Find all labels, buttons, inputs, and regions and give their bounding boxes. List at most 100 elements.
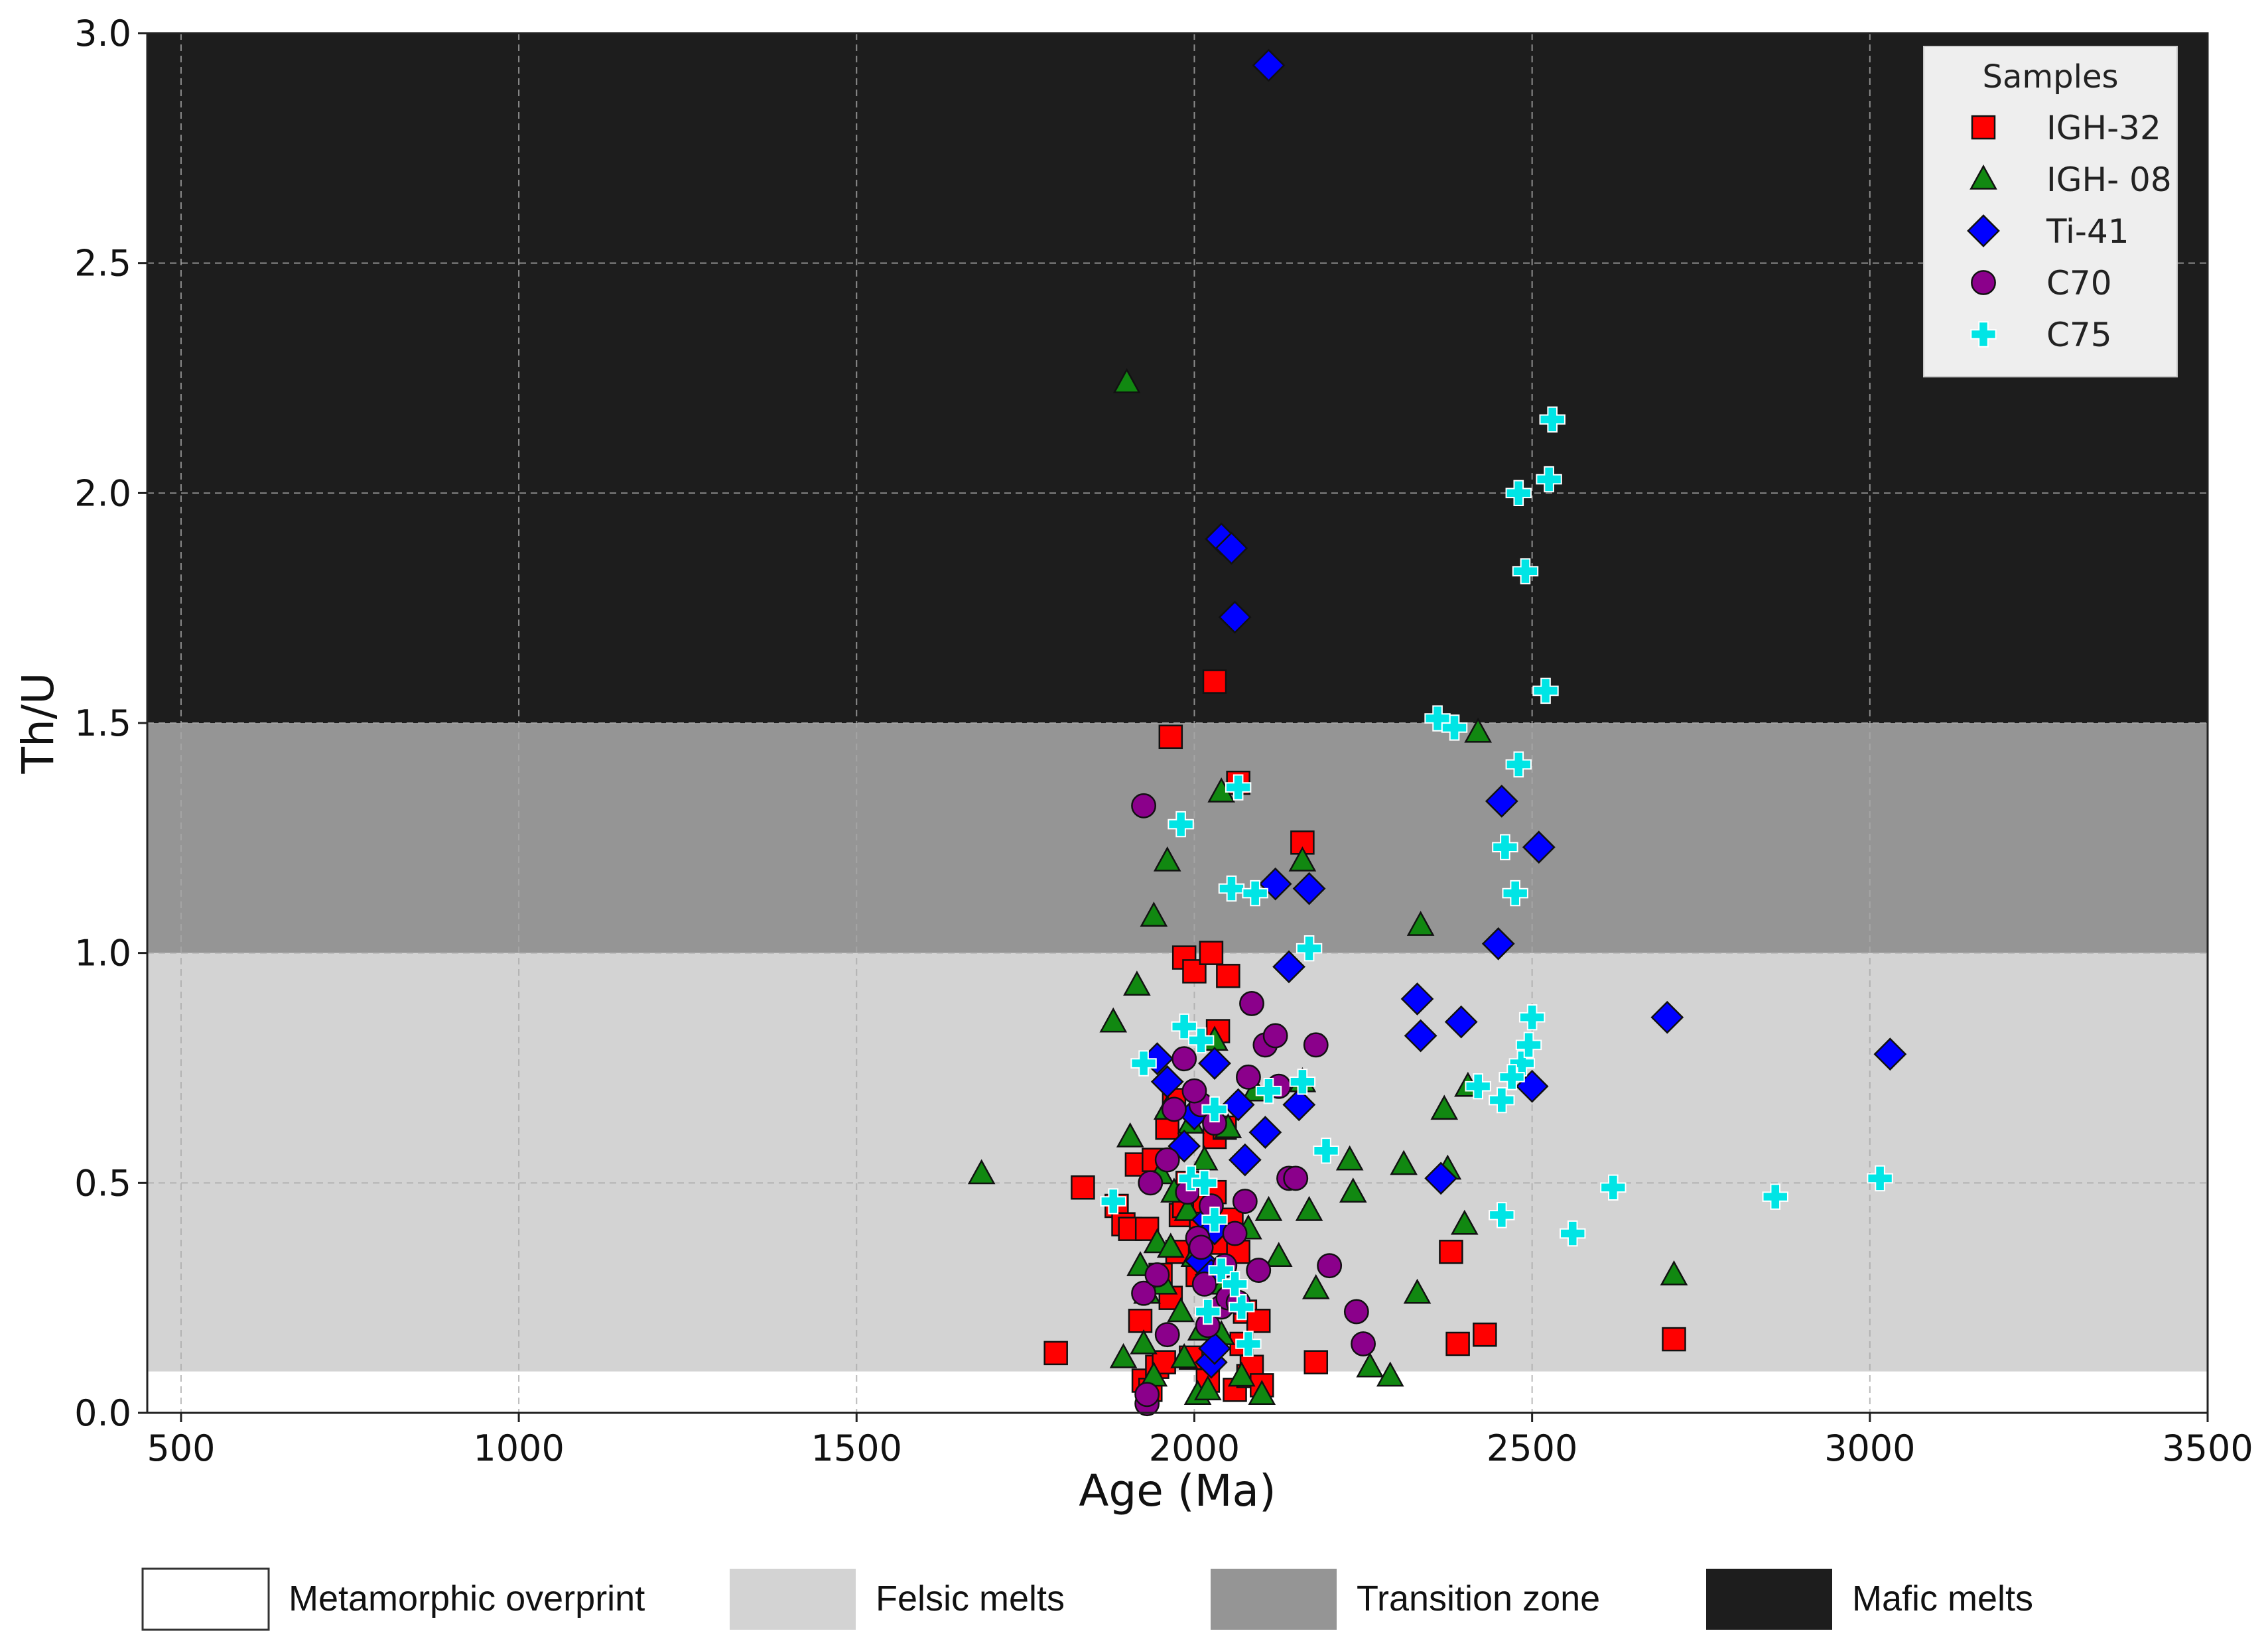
data-point bbox=[1188, 1234, 1214, 1260]
data-point bbox=[1465, 1073, 1491, 1100]
data-point bbox=[1485, 784, 1518, 818]
data-point bbox=[1522, 830, 1556, 864]
y-tick-label: 0.5 bbox=[74, 1162, 131, 1204]
data-point bbox=[1161, 1096, 1187, 1122]
data-point bbox=[1218, 875, 1245, 902]
data-point bbox=[1492, 834, 1518, 860]
data-point bbox=[1190, 1145, 1219, 1171]
data-point bbox=[1303, 1350, 1329, 1374]
data-point bbox=[1099, 1007, 1128, 1033]
data-point bbox=[1317, 1253, 1343, 1279]
data-point bbox=[1445, 1331, 1470, 1356]
data-point bbox=[1100, 1188, 1126, 1215]
data-point bbox=[1043, 1341, 1068, 1366]
y-tick-label: 0.0 bbox=[74, 1392, 131, 1434]
zone-band bbox=[147, 723, 2208, 953]
x-tick-label: 1500 bbox=[811, 1427, 902, 1469]
zone-label: Transition zone bbox=[1357, 1579, 1600, 1618]
data-point bbox=[1867, 1165, 1893, 1192]
data-point bbox=[1339, 1177, 1367, 1203]
data-point bbox=[1303, 1032, 1329, 1058]
data-point bbox=[1123, 970, 1151, 996]
data-point bbox=[1201, 1207, 1228, 1233]
data-point bbox=[1356, 1352, 1384, 1378]
legend-title: Samples bbox=[1983, 58, 2119, 96]
data-point bbox=[1232, 1189, 1258, 1214]
data-point bbox=[1264, 1242, 1293, 1268]
data-point bbox=[1177, 1165, 1205, 1192]
zone-legend: Metamorphic overprint Felsic melts Transit… bbox=[141, 1567, 2033, 1631]
data-point bbox=[1248, 1116, 1282, 1149]
data-point bbox=[1228, 1143, 1262, 1177]
data-point bbox=[1173, 1195, 1202, 1221]
data-point bbox=[1296, 935, 1323, 962]
data-point bbox=[1762, 1183, 1788, 1210]
data-point bbox=[1216, 964, 1240, 988]
data-point bbox=[1116, 1122, 1144, 1148]
data-point bbox=[1221, 1088, 1255, 1122]
data-point bbox=[1170, 1343, 1199, 1368]
data-point bbox=[1181, 1078, 1207, 1104]
data-point bbox=[1489, 1086, 1515, 1114]
y-tick-label: 1.5 bbox=[74, 702, 131, 744]
data-point bbox=[1403, 1278, 1432, 1304]
data-point bbox=[1505, 480, 1532, 507]
legend-label: IGH- 08 bbox=[2046, 161, 2172, 199]
data-point bbox=[1235, 1064, 1261, 1090]
zone-swatch bbox=[141, 1567, 270, 1631]
data-point bbox=[1283, 1165, 1309, 1191]
legend-marker bbox=[1967, 214, 2000, 247]
data-point bbox=[1439, 1240, 1463, 1264]
data-point bbox=[1254, 1195, 1283, 1221]
data-point bbox=[1246, 1258, 1272, 1283]
legend: Samples IGH-32 IGH- 08 Ti-41 C70 C75 bbox=[1923, 46, 2178, 377]
data-point bbox=[1134, 1382, 1160, 1408]
y-tick-label: 1.0 bbox=[74, 933, 131, 974]
data-point bbox=[1171, 1046, 1197, 1072]
data-point bbox=[1154, 1322, 1180, 1348]
data-point bbox=[1229, 1293, 1255, 1321]
data-point bbox=[967, 1159, 996, 1185]
data-point bbox=[1536, 466, 1562, 493]
data-point bbox=[1130, 1329, 1158, 1354]
x-tick-label: 2000 bbox=[1149, 1427, 1240, 1469]
data-point bbox=[1227, 1361, 1256, 1387]
data-point bbox=[1272, 950, 1305, 984]
data-point bbox=[1138, 1170, 1164, 1196]
data-point bbox=[1215, 531, 1248, 565]
data-point bbox=[1406, 911, 1435, 936]
data-point bbox=[1131, 1280, 1157, 1306]
data-point bbox=[1246, 1309, 1271, 1333]
data-point bbox=[1218, 600, 1252, 634]
data-point bbox=[1313, 1138, 1339, 1164]
data-point bbox=[1515, 1031, 1542, 1059]
data-point bbox=[1198, 1332, 1231, 1365]
x-tick-label: 1000 bbox=[473, 1427, 564, 1469]
data-point bbox=[1404, 1019, 1437, 1053]
data-point bbox=[1539, 406, 1566, 433]
data-point bbox=[1441, 714, 1468, 741]
data-point bbox=[1131, 793, 1157, 819]
data-point bbox=[1508, 1050, 1536, 1077]
data-point bbox=[1424, 1161, 1458, 1195]
data-point bbox=[1150, 1065, 1184, 1098]
data-point bbox=[1301, 1274, 1330, 1299]
legend-marker bbox=[1970, 321, 1997, 348]
data-point bbox=[1650, 1000, 1684, 1034]
y-tick-label: 2.5 bbox=[74, 243, 131, 285]
legend-label: C70 bbox=[2046, 264, 2112, 302]
zone-label: Metamorphic overprint bbox=[289, 1579, 645, 1618]
data-points bbox=[967, 48, 1907, 1417]
data-point bbox=[1390, 1150, 1418, 1175]
zone-swatch bbox=[730, 1569, 856, 1630]
data-point bbox=[1262, 1023, 1288, 1049]
legend-label: Ti-41 bbox=[2046, 212, 2129, 251]
x-axis-title: Age (Ma) bbox=[1079, 1465, 1276, 1516]
legend-label: IGH-32 bbox=[2046, 109, 2161, 147]
data-point bbox=[1288, 846, 1317, 872]
y-tick-label: 3.0 bbox=[74, 13, 131, 54]
data-point bbox=[1112, 367, 1141, 393]
data-point bbox=[1199, 941, 1224, 965]
data-point bbox=[1343, 1299, 1369, 1325]
